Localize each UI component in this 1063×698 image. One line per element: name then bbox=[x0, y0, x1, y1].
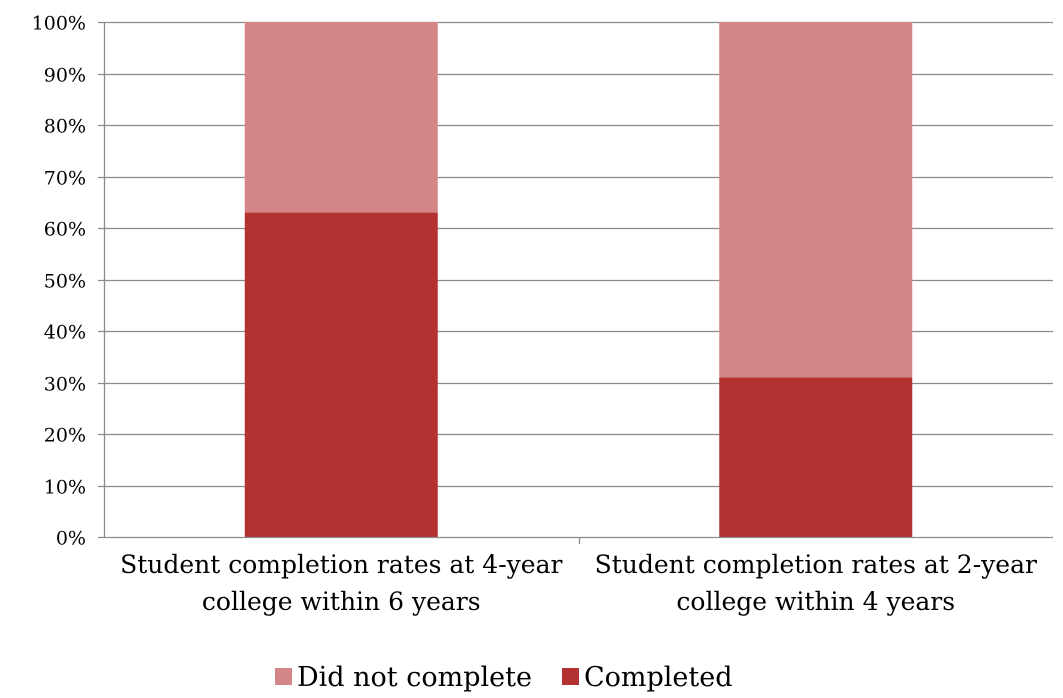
bar-segment-completed bbox=[719, 377, 913, 537]
y-tick-label: 60% bbox=[44, 219, 86, 241]
legend-item: Completed bbox=[562, 662, 733, 693]
x-category-label: Student completion rates at 4-year bbox=[120, 550, 562, 579]
y-tick-label: 90% bbox=[44, 65, 86, 87]
bar-segment-did-not-complete bbox=[719, 22, 913, 378]
x-category-label: college within 6 years bbox=[202, 587, 481, 616]
bar-segment-did-not-complete bbox=[244, 22, 438, 213]
y-tick-label: 10% bbox=[44, 477, 86, 499]
legend-item: Did not complete bbox=[275, 662, 532, 693]
x-category-label: college within 4 years bbox=[676, 587, 955, 616]
bars bbox=[244, 22, 913, 538]
y-tick-label: 70% bbox=[44, 168, 86, 190]
y-tick-label: 50% bbox=[44, 271, 86, 293]
legend-label: Did not complete bbox=[297, 662, 532, 693]
y-tick-label: 80% bbox=[44, 116, 86, 138]
bar-segment-completed bbox=[244, 212, 438, 538]
x-category-label: Student completion rates at 2-year bbox=[595, 550, 1037, 579]
y-axis-tick-labels: 0% 10% 20% 30% 40% 50% 60% 70% 80% 90% 100% bbox=[32, 13, 86, 550]
y-tick-label: 100% bbox=[32, 13, 86, 35]
axes bbox=[98, 21, 1053, 544]
x-axis-category-labels: Student completion rates at 4-year colleg… bbox=[120, 550, 1037, 616]
legend-swatch bbox=[562, 668, 579, 685]
y-tick-label: 40% bbox=[44, 322, 86, 344]
y-tick-label: 20% bbox=[44, 425, 86, 447]
legend-label: Completed bbox=[584, 662, 733, 693]
legend-swatch bbox=[275, 668, 292, 685]
legend: Did not complete Completed bbox=[275, 662, 733, 693]
y-tick-label: 0% bbox=[56, 528, 86, 550]
y-tick-label: 30% bbox=[44, 374, 86, 396]
